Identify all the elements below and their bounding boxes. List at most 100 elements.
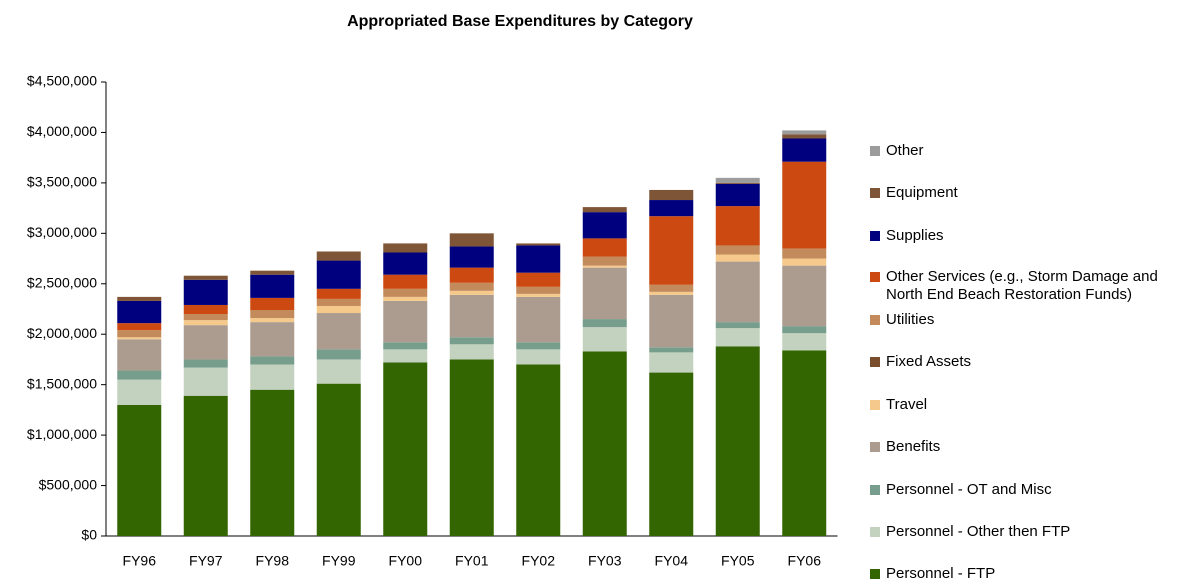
bar-segment [715,177,760,183]
bar-segment [383,243,428,253]
legend-swatch [870,315,880,325]
bar-segment [582,267,627,320]
bar-segment [316,383,361,536]
legend-item: Utilities [870,311,1190,329]
bar-segment [715,328,760,347]
bar-segment [383,296,428,301]
bar-segment [782,333,827,351]
x-tick-label: FY04 [655,553,689,569]
bar-segment [715,346,760,536]
bar-segment [582,207,627,213]
bar-segment [715,206,760,246]
bar-segment [250,322,295,357]
y-tick-label: $4,000,000 [27,123,97,139]
bar-segment [183,367,228,396]
bar-segment [117,370,162,380]
legend-swatch [870,146,880,156]
bar-segment [449,290,494,295]
bar-segment [649,216,694,285]
y-tick-label: $2,500,000 [27,274,97,290]
bar-segment [782,258,827,266]
bar-segment [582,256,627,266]
legend-item: Fixed Assets [870,353,1190,371]
bar-segment [516,243,561,246]
bar-segment [782,130,827,135]
bar-segment [782,265,827,327]
bar-segment [250,310,295,319]
x-tick-label: FY96 [123,553,157,569]
bar-segment [183,320,228,326]
bar-segment [582,351,627,536]
bar-segment [582,319,627,328]
bar-segment [516,286,561,294]
bar-segment [449,344,494,360]
bar-segment [715,182,760,184]
bar-segment [516,349,561,365]
bar-segment [250,364,295,390]
bar-segment [782,326,827,334]
bar-segment [715,183,760,207]
bar-segment [715,254,760,262]
bar-segment [516,342,561,350]
x-tick-label: FY03 [588,553,622,569]
y-tick-label: $4,500,000 [27,73,97,89]
bar-segment [516,245,561,273]
bar-segment [582,212,627,239]
bar-segment [516,296,561,343]
bar-segment [449,282,494,291]
bar-segment [183,275,228,280]
legend-label: Utilities [886,311,935,328]
legend-swatch [870,357,880,367]
bar-segment [516,272,561,287]
y-tick-label: $2,000,000 [27,325,97,341]
legend-swatch [870,569,880,579]
legend-label: Other [886,142,924,159]
bar-segment [183,304,228,315]
chart: Appropriated Base Expenditures by Catego… [27,13,838,569]
legend-swatch [870,527,880,537]
bar-segment [316,349,361,360]
bar-segment [383,300,428,343]
x-tick-label: FY05 [721,553,755,569]
x-tick-label: FY01 [455,553,489,569]
legend-item: Personnel - OT and Misc [870,481,1190,499]
bar-segment [117,337,162,340]
bar-segment [383,349,428,363]
legend-item: Benefits [870,438,1190,456]
legend-swatch [870,442,880,452]
bar-segment [117,296,162,301]
bar-segment [316,260,361,289]
y-tick-label: $1,500,000 [27,375,97,391]
bar-segment [183,279,228,305]
legend-item: Supplies [870,227,1190,245]
bar-segment [250,318,295,323]
bar-segment [250,389,295,536]
bar-segment [250,297,295,311]
bar-segment [449,359,494,536]
bar-segment [117,379,162,405]
bar-segment [316,288,361,299]
legend-item: Personnel - FTP [870,565,1190,583]
x-tick-label: FY97 [189,553,223,569]
legend-swatch [870,485,880,495]
bar-segment [117,330,162,338]
legend-swatch [870,272,880,282]
bar-segment [117,404,162,536]
bar-segment [117,300,162,324]
y-tick-label: $1,000,000 [27,426,97,442]
bar-segment [782,138,827,162]
bar-segment [183,325,228,360]
legend-label: Personnel - Other then FTP [886,523,1071,540]
y-tick-label: $3,000,000 [27,224,97,240]
bar-segment [117,339,162,371]
bar-segment [582,238,627,257]
bar-segment [715,261,760,323]
x-tick-label: FY00 [389,553,423,569]
legend-label: Personnel - FTP [886,565,996,582]
bar-segment [649,294,694,348]
legend-item: Other [870,142,1190,160]
bar-segment [383,288,428,297]
legend-swatch [870,231,880,241]
bar-segment [449,246,494,268]
legend-label: Travel [886,396,928,413]
